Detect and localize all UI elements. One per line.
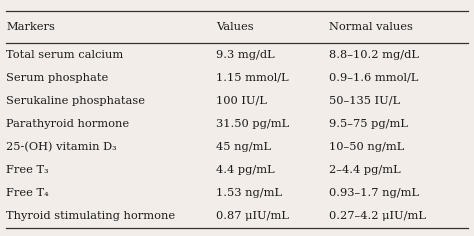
Text: 1.53 ng/mL: 1.53 ng/mL <box>216 188 282 198</box>
Text: 1.15 mmol/L: 1.15 mmol/L <box>216 73 288 83</box>
Text: Serum phosphate: Serum phosphate <box>6 73 109 83</box>
Text: Free T₄: Free T₄ <box>6 188 49 198</box>
Text: 10–50 ng/mL: 10–50 ng/mL <box>329 142 404 152</box>
Text: 9.3 mg/dL: 9.3 mg/dL <box>216 50 274 60</box>
Text: Serukaline phosphatase: Serukaline phosphatase <box>6 96 145 106</box>
Text: 45 ng/mL: 45 ng/mL <box>216 142 271 152</box>
Text: 50–135 IU/L: 50–135 IU/L <box>329 96 400 106</box>
Text: Free T₃: Free T₃ <box>6 165 49 175</box>
Text: Values: Values <box>216 22 254 32</box>
Text: Markers: Markers <box>6 22 55 32</box>
Text: 4.4 pg/mL: 4.4 pg/mL <box>216 165 274 175</box>
Text: 100 IU/L: 100 IU/L <box>216 96 267 106</box>
Text: 0.93–1.7 ng/mL: 0.93–1.7 ng/mL <box>329 188 419 198</box>
Text: Normal values: Normal values <box>329 22 413 32</box>
Text: 8.8–10.2 mg/dL: 8.8–10.2 mg/dL <box>329 50 419 60</box>
Text: 9.5–75 pg/mL: 9.5–75 pg/mL <box>329 119 408 129</box>
Text: Thyroid stimulating hormone: Thyroid stimulating hormone <box>6 211 175 221</box>
Text: 0.9–1.6 mmol/L: 0.9–1.6 mmol/L <box>329 73 418 83</box>
Text: Total serum calcium: Total serum calcium <box>6 50 123 60</box>
Text: 25-(OH) vitamin D₃: 25-(OH) vitamin D₃ <box>6 142 117 152</box>
Text: 0.27–4.2 μIU/mL: 0.27–4.2 μIU/mL <box>329 211 426 221</box>
Text: 0.87 μIU/mL: 0.87 μIU/mL <box>216 211 289 221</box>
Text: Parathyroid hormone: Parathyroid hormone <box>6 119 129 129</box>
Text: 2–4.4 pg/mL: 2–4.4 pg/mL <box>329 165 401 175</box>
Text: 31.50 pg/mL: 31.50 pg/mL <box>216 119 289 129</box>
